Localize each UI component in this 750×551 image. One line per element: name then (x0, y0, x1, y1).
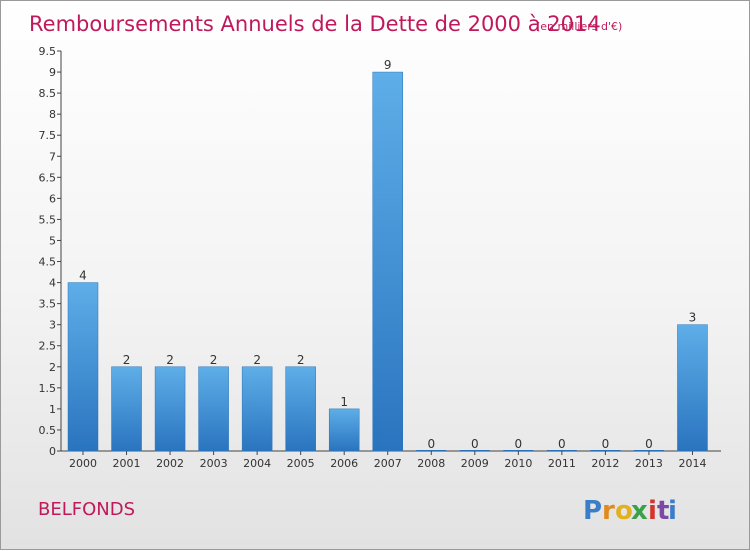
bar (633, 450, 664, 451)
x-tick-label: 2009 (461, 457, 489, 470)
x-tick-label: 2004 (243, 457, 271, 470)
logo-letter: t (657, 496, 669, 526)
x-tick-label: 2000 (69, 457, 97, 470)
x-axis: 2000 2001 2002 2003 2004 2005 2006 2007 2008 2009… (61, 450, 721, 470)
bar (67, 282, 99, 452)
value-label: 0 (558, 437, 566, 451)
x-tick-label: 2012 (591, 457, 619, 470)
bar (459, 450, 490, 451)
bar (416, 450, 447, 451)
y-tick-label: 7 (49, 150, 56, 163)
logo-letter: x (631, 496, 648, 526)
chart-subtitle: (en milliers d'€) (536, 20, 622, 33)
y-tick-label: 6.5 (39, 171, 57, 184)
commune-name: BELFONDS (38, 499, 135, 520)
bar (241, 366, 273, 452)
value-label: 2 (297, 353, 305, 367)
y-tick-label: 3 (49, 319, 56, 332)
y-tick-label: 0.5 (39, 424, 57, 437)
bar (372, 71, 403, 452)
bar (154, 366, 186, 452)
y-tick-label: 8 (49, 108, 56, 121)
y-tick-label: 7.5 (39, 129, 57, 142)
y-tick-label: 4 (49, 277, 56, 290)
y-tick-label: 2.5 (39, 340, 57, 353)
x-tick-label: 2014 (678, 457, 706, 470)
y-tick-label: 8.5 (39, 87, 57, 100)
bar (285, 366, 316, 452)
y-tick-label: 0 (49, 445, 56, 458)
y-tick-label: 5.5 (39, 213, 57, 226)
x-tick-label: 2008 (417, 457, 445, 470)
bar (111, 366, 142, 452)
x-tick-label: 2002 (156, 457, 184, 470)
x-tick-label: 2011 (548, 457, 576, 470)
value-label: 0 (471, 437, 479, 451)
bars-group (67, 71, 708, 452)
bar (503, 450, 534, 451)
logo-letter: r (602, 496, 615, 526)
bar (546, 450, 577, 451)
x-tick-label: 2013 (635, 457, 663, 470)
x-tick-label: 2010 (504, 457, 532, 470)
value-label: 2 (123, 353, 131, 367)
x-tick-label: 2003 (200, 457, 228, 470)
y-tick-label: 3.5 (39, 298, 57, 311)
bar (590, 450, 621, 451)
value-label: 0 (515, 437, 523, 451)
x-tick-label: 2005 (287, 457, 315, 470)
x-tick-label: 2007 (374, 457, 402, 470)
value-label: 9 (384, 58, 392, 72)
value-label: 2 (166, 353, 174, 367)
y-tick-label: 1.5 (39, 382, 57, 395)
y-tick-label: 1 (49, 403, 56, 416)
y-tick-label: 2 (49, 361, 56, 374)
logo-letter: i (668, 496, 677, 526)
y-tick-label: 4.5 (39, 256, 57, 269)
bar (328, 408, 360, 452)
chart-title-group: Remboursements Annuels de la Dette de 20… (29, 12, 622, 36)
logo-letter: i (648, 496, 657, 526)
bar (198, 366, 229, 452)
y-axis: 0 0.5 1 1.5 2 2.5 3 3.5 4 4.5 5 5.5 6 6.5 7 7.5 8 8.5 9 9.5 (39, 45, 62, 458)
value-label: 0 (427, 437, 435, 451)
logo-letter: P (583, 496, 602, 526)
y-tick-label: 9.5 (39, 45, 57, 58)
value-label: 0 (602, 437, 610, 451)
value-label: 4 (79, 269, 87, 283)
logo-letter: o (615, 496, 633, 526)
value-labels-group: 4 2 2 2 2 2 1 9 0 0 0 0 0 0 3 (79, 58, 696, 451)
y-tick-label: 9 (49, 66, 56, 79)
x-tick-label: 2006 (330, 457, 358, 470)
value-label: 2 (253, 353, 261, 367)
y-tick-label: 6 (49, 192, 56, 205)
bar (677, 324, 708, 452)
value-label: 3 (689, 311, 697, 325)
value-label: 1 (340, 395, 348, 409)
y-tick-label: 5 (49, 234, 56, 247)
value-label: 0 (645, 437, 653, 451)
value-label: 2 (210, 353, 218, 367)
chart-title: Remboursements Annuels de la Dette de 20… (29, 12, 601, 36)
x-tick-label: 2001 (113, 457, 141, 470)
